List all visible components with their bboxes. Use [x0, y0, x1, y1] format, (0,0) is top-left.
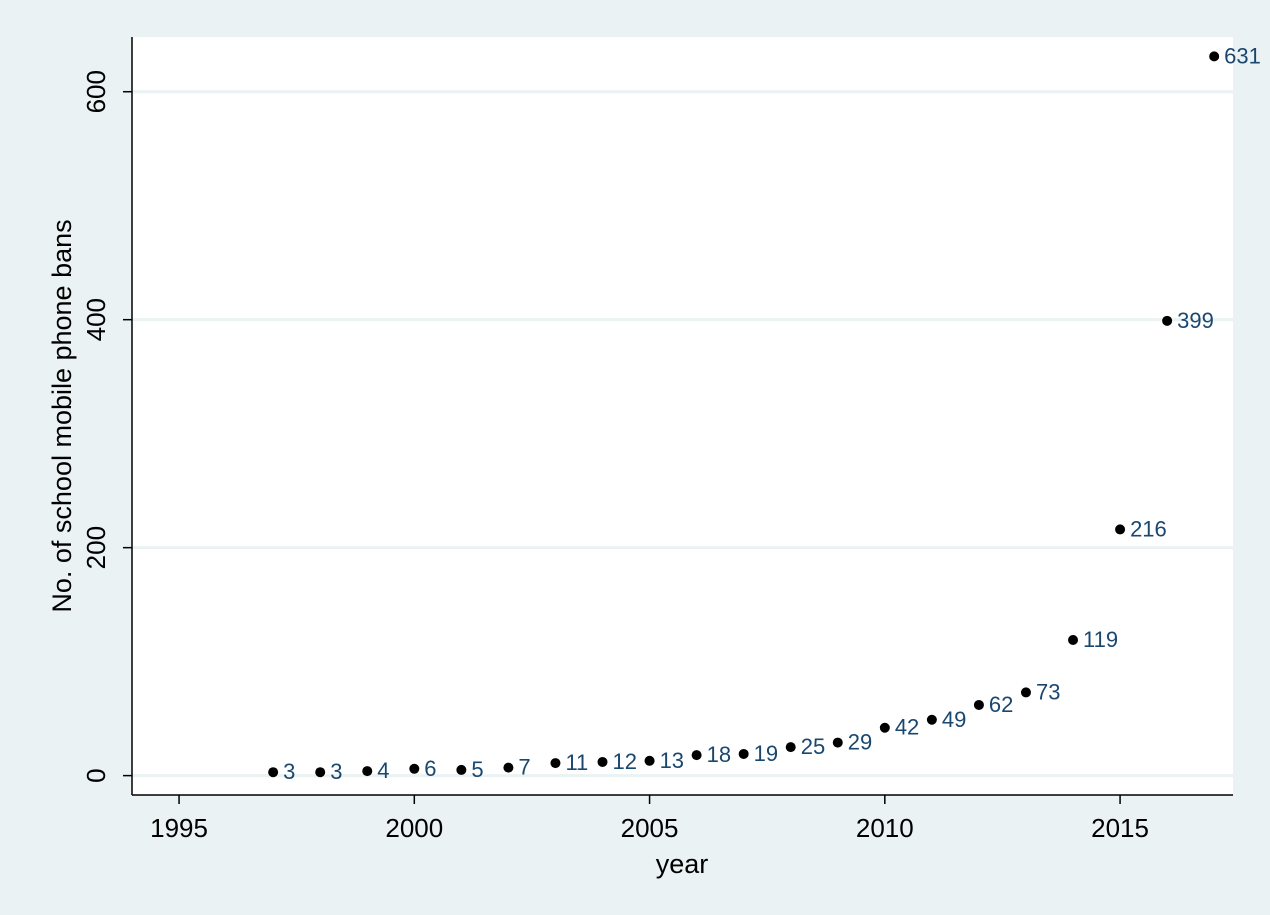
data-label: 6 — [424, 756, 436, 781]
data-point — [1020, 687, 1031, 698]
data-label: 4 — [377, 758, 389, 783]
ticks: 0 200 400 600 1995 2000 2005 2010 2015 — [81, 70, 1149, 843]
data-point — [597, 756, 608, 767]
data-points — [268, 51, 1220, 778]
data-point — [550, 758, 561, 769]
data-label: 42 — [895, 715, 919, 740]
data-label: 49 — [942, 707, 966, 732]
data-point — [1115, 524, 1126, 535]
data-label: 119 — [1083, 627, 1118, 652]
data-label: 13 — [660, 748, 684, 773]
data-label: 73 — [1036, 679, 1060, 704]
data-label: 5 — [471, 757, 483, 782]
x-tick-label: 2015 — [1091, 813, 1149, 843]
data-label: 3 — [283, 759, 295, 784]
data-point — [879, 722, 890, 733]
data-label: 631 — [1224, 43, 1261, 68]
data-point — [362, 766, 373, 777]
data-label: 12 — [613, 749, 637, 774]
gridlines — [132, 90, 1233, 778]
data-label: 3 — [330, 759, 342, 784]
plot-area — [132, 37, 1233, 795]
y-tick-label: 0 — [81, 768, 111, 782]
data-point — [409, 763, 420, 774]
data-label: 62 — [989, 692, 1013, 717]
data-point — [926, 714, 937, 725]
data-point — [1162, 315, 1173, 326]
y-tick-label: 600 — [81, 70, 111, 113]
data-point — [315, 767, 326, 778]
data-point — [644, 755, 655, 766]
x-tick-label: 2005 — [621, 813, 679, 843]
data-point — [503, 762, 514, 773]
data-point — [973, 699, 984, 710]
data-point — [738, 748, 749, 759]
x-axis-title: year — [656, 849, 709, 879]
data-label: 7 — [518, 755, 530, 780]
data-label: 29 — [848, 730, 872, 755]
data-point — [1068, 634, 1079, 645]
data-label: 216 — [1130, 516, 1167, 541]
data-label: 18 — [707, 742, 731, 767]
data-label: 19 — [754, 741, 778, 766]
data-label: 11 — [565, 750, 588, 775]
data-point — [691, 750, 702, 761]
data-point — [785, 742, 796, 753]
data-label: 25 — [801, 734, 825, 759]
y-tick-label: 400 — [81, 298, 111, 341]
data-point — [832, 737, 843, 748]
data-label: 399 — [1177, 308, 1214, 333]
data-point — [456, 764, 467, 775]
axes — [131, 37, 1233, 796]
y-tick-label: 200 — [81, 526, 111, 569]
x-tick-label: 1995 — [150, 813, 208, 843]
y-axis-title: No. of school mobile phone bans — [47, 219, 77, 612]
x-tick-label: 2010 — [856, 813, 914, 843]
data-point — [1209, 51, 1220, 62]
data-point — [268, 767, 279, 778]
x-tick-label: 2000 — [385, 813, 443, 843]
data-labels: 3 3 4 6 5 7 11 12 13 18 19 25 29 42 49 62 73 119 216 399 631 — [283, 43, 1261, 784]
